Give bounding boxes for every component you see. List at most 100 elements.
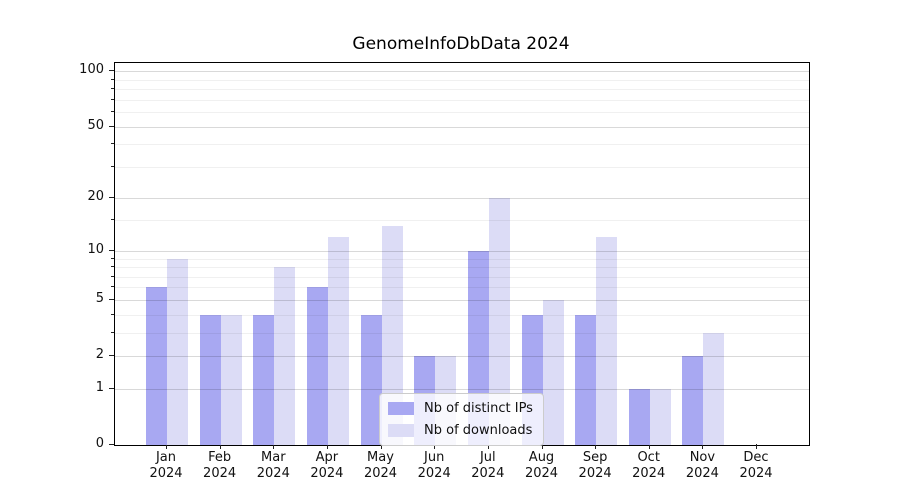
x-tick-label-mar: Mar 2024 [243, 450, 303, 482]
x-tick-label-feb: Feb 2024 [190, 450, 250, 482]
x-tick-year-sep: 2024 [578, 466, 612, 481]
bar-nb-of-distinct-ips-feb [199, 314, 221, 445]
x-tick-label-sep: Sep 2024 [565, 450, 625, 482]
gridline-major-10 [115, 250, 809, 252]
y-tick-label-20: 20 [87, 189, 104, 205]
x-tick-mark-sep [595, 444, 597, 449]
y-tick-label-5: 5 [95, 290, 104, 306]
x-tick-month-oct: Oct [637, 450, 660, 465]
x-tick-year-jul: 2024 [471, 466, 505, 481]
y-tick-label-10: 10 [87, 241, 104, 257]
x-tick-mark-mar [273, 444, 275, 449]
x-tick-mark-oct [648, 444, 650, 449]
y-minor-tick-mark-6 [111, 286, 114, 288]
x-tick-label-may: May 2024 [351, 450, 411, 482]
bar-nb-of-distinct-ips-sep [575, 314, 597, 445]
x-tick-month-mar: Mar [261, 450, 286, 465]
gridline-minor-7 [115, 276, 809, 278]
y-minor-tick-mark-60 [111, 111, 114, 112]
y-tick-label-50: 50 [87, 117, 104, 133]
plot-area: Nb of distinct IPs Nb of downloads [114, 62, 810, 446]
y-tick-mark-10 [109, 249, 114, 251]
gridline-minor-9 [115, 258, 809, 260]
grid-layer [115, 63, 809, 445]
y-minor-tick-mark-90 [111, 78, 114, 80]
gridline-major-2 [115, 356, 809, 357]
y-tick-label-1: 1 [95, 379, 104, 395]
x-tick-label-apr: Apr 2024 [297, 450, 357, 482]
x-tick-label-nov: Nov 2024 [672, 450, 732, 482]
y-tick-label-0: 0 [95, 436, 104, 451]
x-tick-label-jul: Jul 2024 [458, 450, 518, 482]
x-tick-mark-jul [487, 444, 489, 449]
x-tick-label-jan: Jan 2024 [136, 450, 196, 482]
x-tick-label-dec: Dec 2024 [726, 450, 786, 482]
bar-nb-of-downloads-sep [596, 237, 618, 445]
y-tick-mark-50 [109, 125, 114, 127]
gridline-minor-60 [115, 112, 809, 113]
bar-nb-of-downloads-aug [542, 299, 564, 445]
bar-nb-of-distinct-ips-jan [146, 287, 167, 445]
gridline-major-20 [115, 198, 809, 200]
gridline-minor-8 [115, 267, 809, 268]
x-tick-month-sep: Sep [582, 450, 608, 465]
gridline-major-100 [115, 71, 809, 73]
x-tick-year-nov: 2024 [685, 466, 719, 481]
x-tick-year-dec: 2024 [739, 466, 773, 481]
y-minor-tick-mark-7 [111, 275, 114, 277]
y-tick-label-2: 2 [95, 347, 104, 362]
x-tick-month-apr: Apr [315, 450, 339, 465]
bar-nb-of-downloads-may [381, 225, 403, 445]
legend: Nb of distinct IPs Nb of downloads [379, 393, 544, 446]
y-minor-tick-mark-80 [111, 88, 114, 89]
x-tick-mark-nov [702, 444, 704, 449]
x-tick-mark-jan [166, 444, 167, 449]
x-tick-label-jun: Jun 2024 [404, 450, 464, 482]
y-tick-mark-5 [109, 298, 114, 300]
y-tick-mark-20 [109, 197, 114, 199]
x-tick-mark-feb [219, 444, 221, 449]
bar-nb-of-distinct-ips-mar [253, 314, 275, 445]
y-minor-tick-mark-9 [111, 257, 114, 259]
bar-nb-of-distinct-ips-oct [628, 388, 650, 445]
x-tick-year-jan: 2024 [149, 466, 183, 481]
bar-nb-of-distinct-ips-may [360, 314, 382, 445]
x-tick-label-oct: Oct 2024 [619, 450, 679, 482]
y-tick-mark-100 [109, 70, 114, 72]
legend-swatch-distinct-ips [388, 402, 414, 415]
x-tick-mark-may [380, 444, 382, 449]
gridline-major-50 [115, 126, 809, 128]
x-tick-year-mar: 2024 [256, 466, 290, 481]
x-tick-month-jan: Jan [155, 450, 177, 465]
gridline-minor-15 [115, 220, 809, 222]
bar-nb-of-distinct-ips-nov [682, 356, 704, 445]
bar-nb-of-downloads-feb [220, 314, 242, 445]
gridline-minor-70 [115, 99, 809, 101]
gridline-minor-80 [115, 89, 809, 90]
gridline-major-1 [115, 388, 809, 390]
x-tick-month-jul: Jul [479, 450, 496, 465]
x-tick-year-jun: 2024 [417, 466, 451, 481]
y-tick-label-100: 100 [79, 62, 104, 78]
legend-swatch-downloads [388, 424, 414, 437]
y-minor-tick-mark-70 [111, 98, 114, 100]
legend-item-distinct-ips: Nb of distinct IPs [388, 401, 533, 416]
x-tick-year-aug: 2024 [524, 466, 559, 481]
bar-nb-of-downloads-oct [649, 388, 671, 445]
x-tick-month-dec: Dec [743, 450, 769, 465]
chart-title: GenomeInfoDbData 2024 [352, 34, 570, 54]
y-minor-tick-mark-30 [111, 165, 114, 167]
gridline-minor-40 [115, 144, 809, 146]
gridline-minor-6 [115, 287, 809, 289]
gridline-major-5 [115, 299, 809, 301]
y-tick-mark-0 [109, 444, 114, 445]
y-minor-tick-mark-8 [111, 266, 114, 267]
gridline-minor-3 [115, 332, 809, 334]
x-tick-year-apr: 2024 [310, 466, 344, 481]
y-tick-mark-2 [109, 355, 114, 356]
y-minor-tick-mark-15 [111, 219, 114, 221]
gridline-minor-4 [115, 314, 809, 316]
x-tick-mark-aug [541, 444, 543, 449]
gridline-minor-90 [115, 79, 809, 81]
